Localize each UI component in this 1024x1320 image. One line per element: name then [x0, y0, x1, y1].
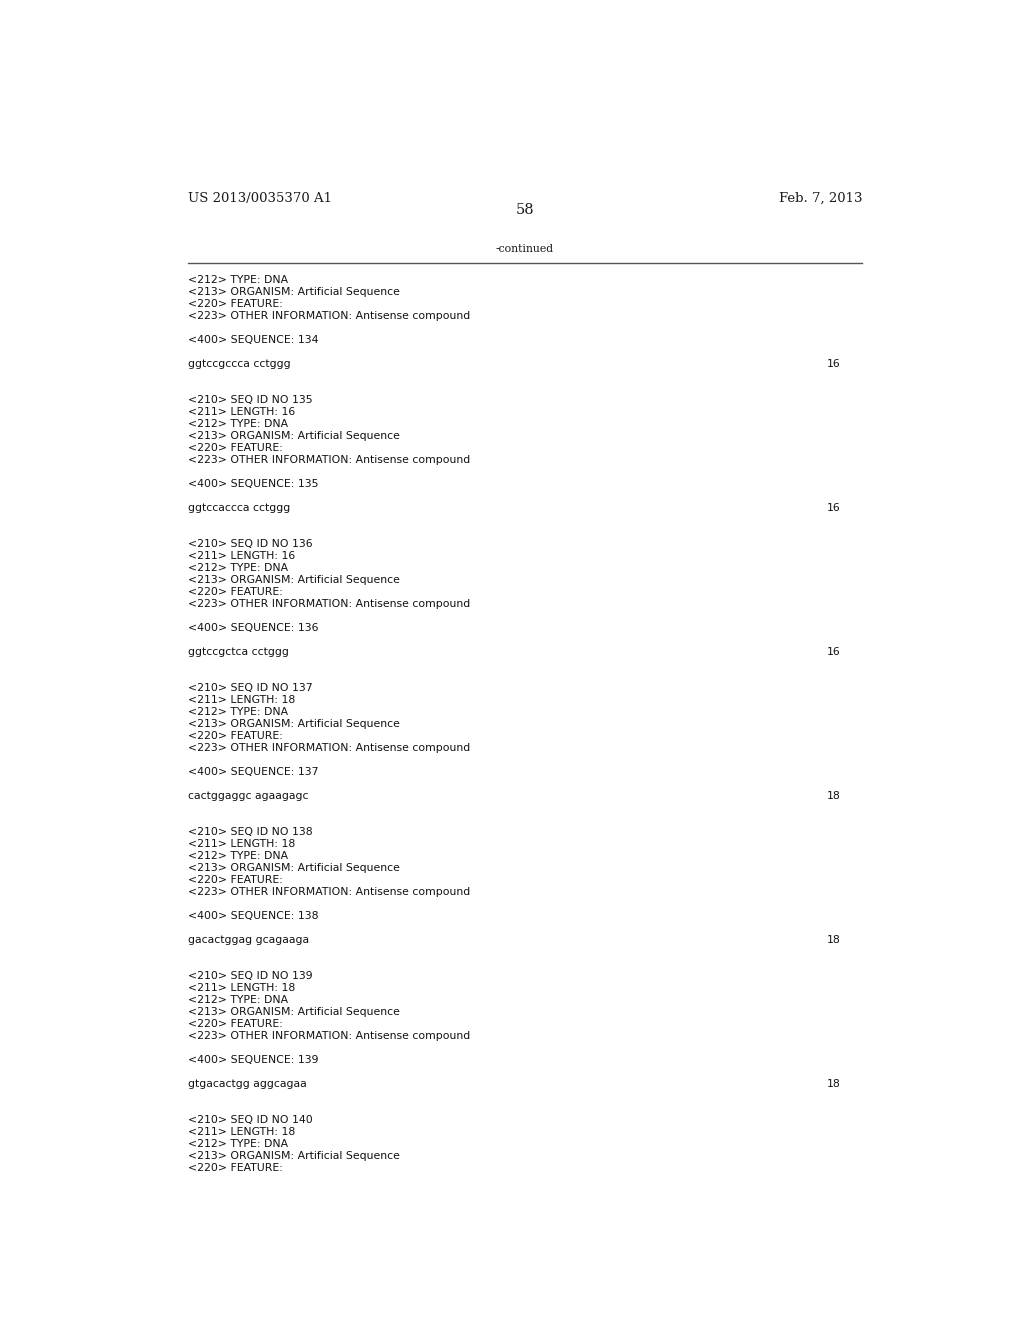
Text: <400> SEQUENCE: 138: <400> SEQUENCE: 138 — [187, 911, 318, 921]
Text: <211> LENGTH: 18: <211> LENGTH: 18 — [187, 696, 295, 705]
Text: <220> FEATURE:: <220> FEATURE: — [187, 731, 283, 741]
Text: <212> TYPE: DNA: <212> TYPE: DNA — [187, 851, 288, 861]
Text: <211> LENGTH: 16: <211> LENGTH: 16 — [187, 552, 295, 561]
Text: <220> FEATURE:: <220> FEATURE: — [187, 875, 283, 884]
Text: <223> OTHER INFORMATION: Antisense compound: <223> OTHER INFORMATION: Antisense compo… — [187, 743, 470, 752]
Text: gacactggag gcagaaga: gacactggag gcagaaga — [187, 935, 308, 945]
Text: <212> TYPE: DNA: <212> TYPE: DNA — [187, 564, 288, 573]
Text: <400> SEQUENCE: 136: <400> SEQUENCE: 136 — [187, 623, 318, 634]
Text: 18: 18 — [826, 791, 840, 801]
Text: <223> OTHER INFORMATION: Antisense compound: <223> OTHER INFORMATION: Antisense compo… — [187, 599, 470, 609]
Text: <223> OTHER INFORMATION: Antisense compound: <223> OTHER INFORMATION: Antisense compo… — [187, 455, 470, 465]
Text: 16: 16 — [826, 647, 840, 657]
Text: ggtccgccca cctggg: ggtccgccca cctggg — [187, 359, 290, 370]
Text: <223> OTHER INFORMATION: Antisense compound: <223> OTHER INFORMATION: Antisense compo… — [187, 887, 470, 898]
Text: <211> LENGTH: 18: <211> LENGTH: 18 — [187, 1127, 295, 1137]
Text: <211> LENGTH: 18: <211> LENGTH: 18 — [187, 983, 295, 993]
Text: <400> SEQUENCE: 137: <400> SEQUENCE: 137 — [187, 767, 318, 777]
Text: <223> OTHER INFORMATION: Antisense compound: <223> OTHER INFORMATION: Antisense compo… — [187, 1031, 470, 1041]
Text: <210> SEQ ID NO 137: <210> SEQ ID NO 137 — [187, 682, 312, 693]
Text: <213> ORGANISM: Artificial Sequence: <213> ORGANISM: Artificial Sequence — [187, 288, 399, 297]
Text: gtgacactgg aggcagaa: gtgacactgg aggcagaa — [187, 1078, 306, 1089]
Text: <212> TYPE: DNA: <212> TYPE: DNA — [187, 420, 288, 429]
Text: <213> ORGANISM: Artificial Sequence: <213> ORGANISM: Artificial Sequence — [187, 719, 399, 729]
Text: <400> SEQUENCE: 134: <400> SEQUENCE: 134 — [187, 335, 318, 346]
Text: <211> LENGTH: 18: <211> LENGTH: 18 — [187, 840, 295, 849]
Text: ggtccgctca cctggg: ggtccgctca cctggg — [187, 647, 289, 657]
Text: <220> FEATURE:: <220> FEATURE: — [187, 1019, 283, 1028]
Text: 18: 18 — [826, 1078, 840, 1089]
Text: 16: 16 — [826, 359, 840, 370]
Text: cactggaggc agaagagc: cactggaggc agaagagc — [187, 791, 308, 801]
Text: 58: 58 — [515, 203, 535, 216]
Text: <400> SEQUENCE: 139: <400> SEQUENCE: 139 — [187, 1055, 318, 1065]
Text: <213> ORGANISM: Artificial Sequence: <213> ORGANISM: Artificial Sequence — [187, 863, 399, 873]
Text: <223> OTHER INFORMATION: Antisense compound: <223> OTHER INFORMATION: Antisense compo… — [187, 312, 470, 321]
Text: <210> SEQ ID NO 136: <210> SEQ ID NO 136 — [187, 539, 312, 549]
Text: <212> TYPE: DNA: <212> TYPE: DNA — [187, 1139, 288, 1148]
Text: <220> FEATURE:: <220> FEATURE: — [187, 587, 283, 597]
Text: <220> FEATURE:: <220> FEATURE: — [187, 1163, 283, 1172]
Text: <220> FEATURE:: <220> FEATURE: — [187, 300, 283, 309]
Text: 16: 16 — [826, 503, 840, 513]
Text: -continued: -continued — [496, 244, 554, 253]
Text: <212> TYPE: DNA: <212> TYPE: DNA — [187, 276, 288, 285]
Text: <210> SEQ ID NO 135: <210> SEQ ID NO 135 — [187, 395, 312, 405]
Text: <213> ORGANISM: Artificial Sequence: <213> ORGANISM: Artificial Sequence — [187, 1007, 399, 1016]
Text: <213> ORGANISM: Artificial Sequence: <213> ORGANISM: Artificial Sequence — [187, 432, 399, 441]
Text: <213> ORGANISM: Artificial Sequence: <213> ORGANISM: Artificial Sequence — [187, 1151, 399, 1160]
Text: <210> SEQ ID NO 138: <210> SEQ ID NO 138 — [187, 828, 312, 837]
Text: <212> TYPE: DNA: <212> TYPE: DNA — [187, 995, 288, 1005]
Text: US 2013/0035370 A1: US 2013/0035370 A1 — [187, 191, 332, 205]
Text: <212> TYPE: DNA: <212> TYPE: DNA — [187, 708, 288, 717]
Text: 18: 18 — [826, 935, 840, 945]
Text: <210> SEQ ID NO 140: <210> SEQ ID NO 140 — [187, 1115, 312, 1125]
Text: <400> SEQUENCE: 135: <400> SEQUENCE: 135 — [187, 479, 318, 490]
Text: ggtccaccca cctggg: ggtccaccca cctggg — [187, 503, 290, 513]
Text: <210> SEQ ID NO 139: <210> SEQ ID NO 139 — [187, 972, 312, 981]
Text: <220> FEATURE:: <220> FEATURE: — [187, 444, 283, 453]
Text: Feb. 7, 2013: Feb. 7, 2013 — [778, 191, 862, 205]
Text: <213> ORGANISM: Artificial Sequence: <213> ORGANISM: Artificial Sequence — [187, 576, 399, 585]
Text: <211> LENGTH: 16: <211> LENGTH: 16 — [187, 407, 295, 417]
